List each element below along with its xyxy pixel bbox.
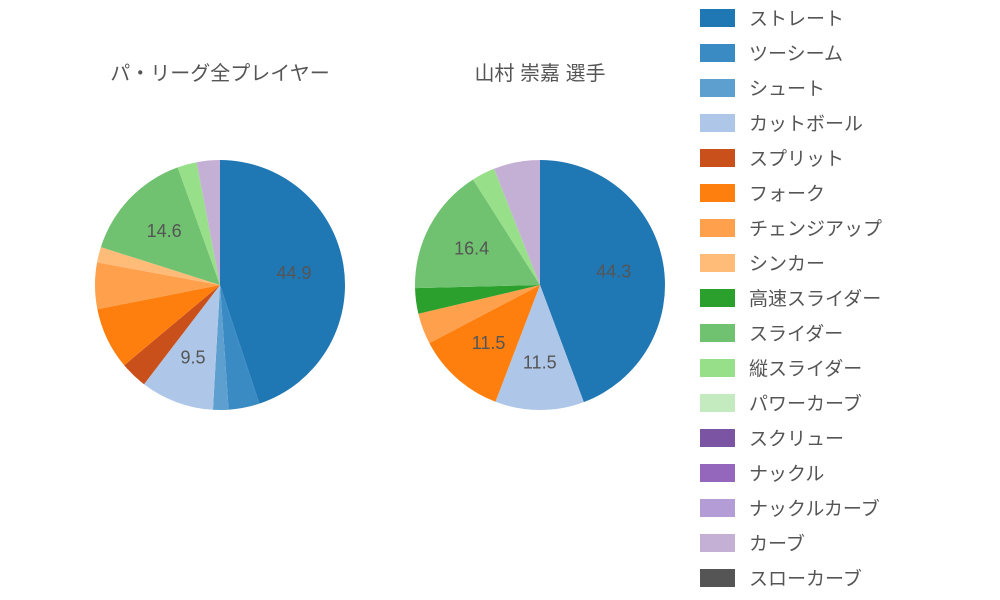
- legend-swatch: [700, 254, 735, 272]
- slice-label: 11.5: [523, 352, 557, 372]
- legend-swatch: [700, 149, 735, 167]
- legend-label: チェンジアップ: [749, 214, 882, 241]
- legend-swatch: [700, 464, 735, 482]
- legend-swatch: [700, 9, 735, 27]
- pie-title: 山村 崇嘉 選手: [474, 62, 605, 85]
- legend-item: シンカー: [700, 245, 990, 280]
- legend-item: スライダー: [700, 315, 990, 350]
- legend-label: シュート: [749, 74, 825, 101]
- legend-label: 高速スライダー: [749, 284, 881, 311]
- legend-item: ナックル: [700, 455, 990, 490]
- legend-swatch: [700, 429, 735, 447]
- legend-item: チェンジアップ: [700, 210, 990, 245]
- legend-label: スライダー: [749, 319, 843, 346]
- legend-item: パワーカーブ: [700, 385, 990, 420]
- legend-swatch: [700, 499, 735, 517]
- legend-label: ストレート: [749, 4, 844, 31]
- legend-swatch: [700, 569, 735, 587]
- legend-item: ツーシーム: [700, 35, 990, 70]
- legend-item: スクリュー: [700, 420, 990, 455]
- legend-swatch: [700, 114, 735, 132]
- slice-label: 44.9: [277, 263, 312, 283]
- slice-label: 44.3: [596, 262, 631, 282]
- slice-label: 14.6: [147, 221, 182, 241]
- legend-item: 高速スライダー: [700, 280, 990, 315]
- legend-swatch: [700, 219, 735, 237]
- legend-swatch: [700, 534, 735, 552]
- legend-swatch: [700, 324, 735, 342]
- legend-label: ナックルカーブ: [749, 494, 880, 521]
- legend-label: シンカー: [749, 249, 825, 276]
- legend-item: カーブ: [700, 525, 990, 560]
- slice-label: 11.5: [472, 333, 506, 353]
- legend-label: パワーカーブ: [749, 389, 862, 416]
- legend: ストレートツーシームシュートカットボールスプリットフォークチェンジアップシンカー…: [700, 0, 990, 600]
- legend-label: スクリュー: [749, 424, 844, 451]
- legend-item: シュート: [700, 70, 990, 105]
- pie-title: パ・リーグ全プレイヤー: [110, 62, 329, 85]
- legend-item: フォーク: [700, 175, 990, 210]
- slice-label: 16.4: [454, 239, 489, 259]
- legend-label: スプリット: [749, 144, 844, 171]
- legend-item: スローカーブ: [700, 560, 990, 595]
- legend-label: カットボール: [749, 109, 863, 136]
- legend-swatch: [700, 44, 735, 62]
- legend-label: フォーク: [749, 179, 825, 206]
- legend-item: カットボール: [700, 105, 990, 140]
- slice-label: 9.5: [181, 348, 206, 368]
- pie-charts-svg: パ・リーグ全プレイヤー 44.9 9.5 14.6 山村 崇嘉 選手 44.3 11.5 11…: [0, 0, 680, 600]
- legend-label: ナックル: [749, 459, 824, 486]
- chart-area: パ・リーグ全プレイヤー 44.9 9.5 14.6 山村 崇嘉 選手 44.3 11.5 11…: [0, 0, 680, 600]
- legend-label: カーブ: [749, 529, 805, 556]
- legend-swatch: [700, 359, 735, 377]
- legend-label: スローカーブ: [749, 564, 862, 591]
- legend-item: スプリット: [700, 140, 990, 175]
- legend-label: 縦スライダー: [749, 354, 862, 381]
- legend-item: 縦スライダー: [700, 350, 990, 385]
- legend-swatch: [700, 289, 735, 307]
- legend-item: ストレート: [700, 0, 990, 35]
- legend-swatch: [700, 79, 735, 97]
- legend-label: ツーシーム: [749, 39, 843, 66]
- legend-swatch: [700, 394, 735, 412]
- legend-item: ナックルカーブ: [700, 490, 990, 525]
- legend-swatch: [700, 184, 735, 202]
